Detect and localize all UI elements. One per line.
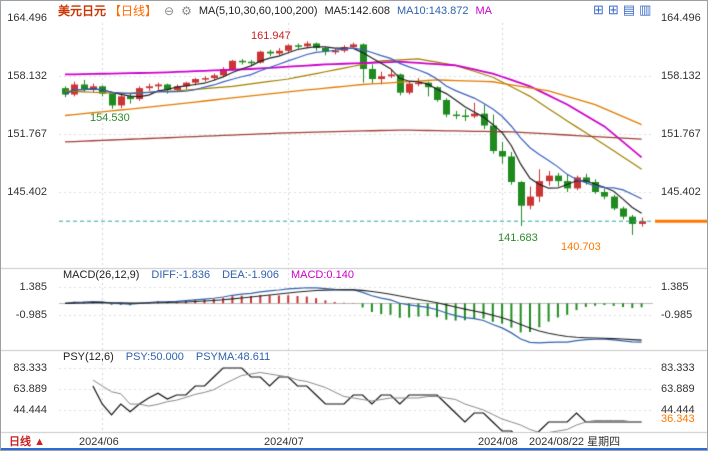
ma10-value: MA10:143.872 — [396, 5, 469, 17]
layout-icon-3[interactable]: ▤ — [622, 2, 636, 17]
price-tick-right-1: 164.496 — [661, 12, 701, 24]
price-tick-left-4: 145.402 — [7, 186, 47, 198]
macd-tick-right-2: -0.985 — [661, 309, 693, 321]
current-date-label: 2024/08/22 星期四 — [529, 436, 621, 448]
price-tick-left-1: 164.496 — [7, 12, 47, 24]
dea-value: DEA:-1.906 — [222, 269, 279, 281]
macd-tick-left-2: -0.985 — [15, 309, 47, 321]
psy-tick-right-2: 63.889 — [661, 383, 695, 395]
xaxis-label-august: 2024/08 — [478, 436, 518, 448]
psy-value: PSY:50.000 — [125, 351, 184, 363]
symbol-title: 美元日元 — [58, 4, 107, 18]
indicator-settings-icon[interactable]: ⚙ — [181, 4, 192, 18]
psy-title: PSY(12,6) — [63, 351, 114, 363]
period-tag: 【日线】 — [109, 4, 158, 18]
macd-title: MACD(26,12,9) — [63, 269, 140, 281]
annotation-recent-low: 140.703 — [561, 241, 601, 253]
collapse-icon[interactable]: ⊖ — [164, 4, 175, 18]
annotation-august-low: 141.683 — [498, 232, 538, 244]
price-tick-right-3: 151.767 — [661, 128, 701, 140]
ma-more-label: MA — [475, 5, 493, 17]
layout-icon-2[interactable]: ⊞ — [607, 2, 619, 17]
ma-group-label: MA(5,10,30,60,100,200) — [198, 5, 318, 17]
macd-header: MACD(26,12,9) DIFF:-1.836 DEA:-1.906 MAC… — [63, 269, 354, 281]
period-label: 日线 — [9, 436, 31, 448]
scrollbar[interactable] — [1, 448, 707, 450]
xaxis-label-june: 2024/06 — [79, 436, 119, 448]
macd-tick-right-1: 1.385 — [661, 281, 689, 293]
diff-value: DIFF:-1.836 — [151, 269, 211, 281]
psy-current-tick: 36.343 — [661, 413, 695, 425]
layout-icon-4[interactable]: ▥ — [639, 2, 652, 17]
psy-tick-left-1: 83.333 — [13, 362, 47, 374]
annotation-june-low: 154.530 — [90, 112, 130, 124]
psy-header: PSY(12,6) PSY:50.000 PSYMA:48.611 — [63, 351, 270, 363]
price-tick-left-2: 158.132 — [7, 70, 47, 82]
chart-header: 美元日元 【日线】 ⊖ ⚙ MA(5,10,30,60,100,200) MA5… — [58, 4, 492, 18]
psyma-value: PSYMA:48.611 — [195, 351, 271, 363]
price-tick-right-2: 158.132 — [661, 70, 701, 82]
xaxis-label-july: 2024/07 — [264, 436, 304, 448]
triangle-up-icon: ▲ — [34, 436, 45, 448]
macd-tick-left-1: 1.385 — [19, 281, 47, 293]
layout-toolbar: ⊞ ⊞ ▤ ▥ — [593, 3, 651, 17]
period-selector[interactable]: 日线 ▲ — [9, 436, 45, 448]
psy-tick-right-1: 83.333 — [661, 362, 695, 374]
psy-tick-right-3: 44.444 — [661, 404, 695, 416]
price-tick-right-4: 145.402 — [661, 186, 701, 198]
annotation-peak-price: 161.947 — [251, 30, 291, 42]
macd-value: MACD:0.140 — [290, 269, 354, 281]
ma5-value: MA5:142.608 — [324, 5, 390, 17]
layout-icon-1[interactable]: ⊞ — [593, 2, 604, 17]
psy-tick-left-2: 63.889 — [13, 383, 47, 395]
psy-tick-left-3: 44.444 — [13, 404, 47, 416]
price-tick-left-3: 151.767 — [7, 128, 47, 140]
